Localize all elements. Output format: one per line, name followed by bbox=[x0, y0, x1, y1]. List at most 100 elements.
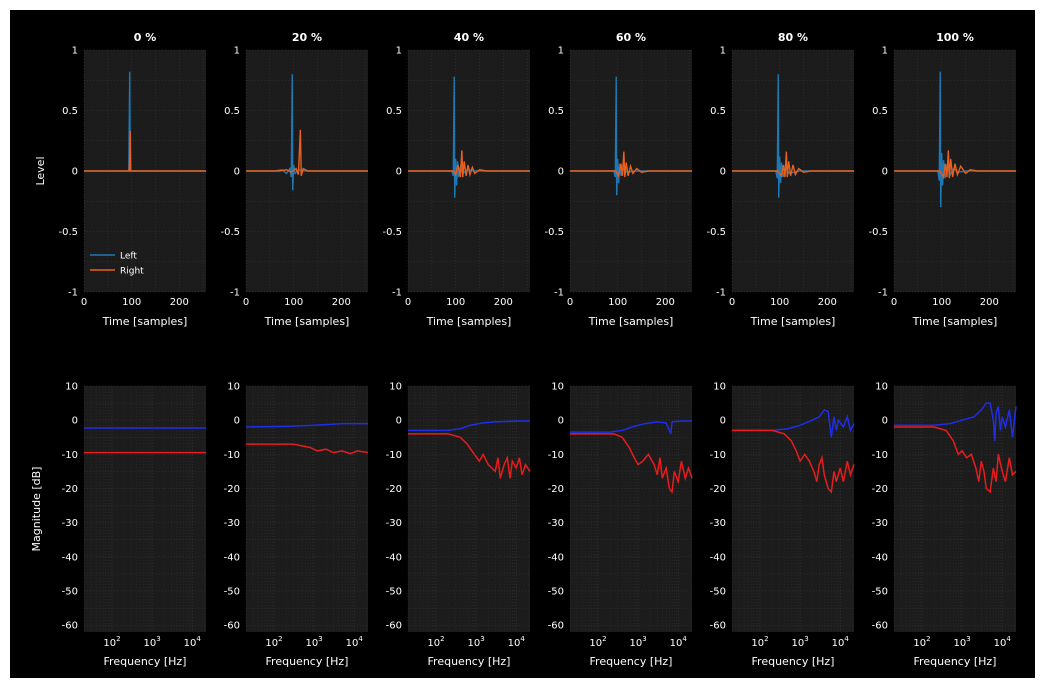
x-axis-label: Time [samples] bbox=[102, 315, 188, 328]
y-tick-label: 0 bbox=[396, 167, 402, 178]
series-right-impulse bbox=[732, 151, 854, 178]
x-tick-label: 102 bbox=[427, 635, 444, 649]
series-right-magnitude bbox=[246, 443, 369, 455]
y-tick-label: 10 bbox=[713, 382, 726, 393]
y-tick-label: 0.5 bbox=[548, 106, 564, 117]
x-tick-label: 102 bbox=[913, 635, 930, 649]
y-tick-label: -40 bbox=[386, 552, 402, 563]
y-tick-label: -30 bbox=[224, 518, 240, 529]
series-right-impulse bbox=[246, 129, 368, 177]
y-tick-label: 0 bbox=[234, 416, 240, 427]
x-tick-label: 104 bbox=[508, 635, 526, 649]
series-left-magnitude bbox=[245, 422, 368, 428]
magnitude-axes-1: 10 0 -10 -20 -30 -40 -50 -60 102 103 104 Frequency … bbox=[224, 382, 369, 668]
x-tick-label: 104 bbox=[832, 635, 850, 649]
series-right-impulse bbox=[84, 131, 206, 172]
y-tick-label: -20 bbox=[386, 484, 402, 495]
y-tick-label: -60 bbox=[872, 621, 888, 632]
y-tick-label: -1 bbox=[878, 288, 888, 299]
y-tick-label: 0.5 bbox=[224, 106, 240, 117]
y-tick-label: -50 bbox=[386, 587, 402, 598]
y-tick-label: 0 bbox=[234, 167, 240, 178]
y-tick-label: 10 bbox=[65, 382, 78, 393]
y-tick-label: -0.5 bbox=[220, 227, 240, 238]
x-tick-label: 102 bbox=[103, 635, 120, 649]
y-tick-label: 10 bbox=[389, 382, 402, 393]
y-tick-label: -1 bbox=[68, 288, 78, 299]
x-tick-label: 100 bbox=[770, 297, 789, 308]
column-title: 60 % bbox=[616, 31, 646, 44]
column-title: 80 % bbox=[778, 31, 808, 44]
x-tick-label: 104 bbox=[184, 635, 202, 649]
magnitude-plot-area bbox=[84, 386, 206, 632]
x-tick-label: 100 bbox=[932, 297, 951, 308]
magnitude-axes-2: 10 0 -10 -20 -30 -40 -50 -60 102 103 104 Frequency … bbox=[386, 382, 531, 668]
y-tick-label: -30 bbox=[710, 518, 726, 529]
y-tick-label: -40 bbox=[872, 552, 888, 563]
x-tick-label: 104 bbox=[346, 635, 364, 649]
y-tick-label: -60 bbox=[62, 621, 78, 632]
series-left-magnitude bbox=[732, 408, 855, 438]
x-tick-label: 0 bbox=[405, 297, 411, 308]
y-tick-label: -20 bbox=[224, 484, 240, 495]
series-left-magnitude bbox=[570, 420, 693, 435]
x-tick-label: 0 bbox=[567, 297, 573, 308]
y-tick-label: -10 bbox=[872, 450, 888, 461]
series-right-magnitude bbox=[894, 426, 1017, 494]
series-right-magnitude bbox=[408, 433, 531, 479]
y-tick-label: 0 bbox=[72, 416, 78, 427]
magnitude-axes-3: 10 0 -10 -20 -30 -40 -50 -60 102 103 104 Frequency … bbox=[548, 382, 693, 668]
y-tick-label: -1 bbox=[230, 288, 240, 299]
series-right-impulse bbox=[570, 151, 692, 178]
y-tick-label: -0.5 bbox=[544, 227, 564, 238]
y-tick-label: -1 bbox=[716, 288, 726, 299]
x-tick-label: 0 bbox=[729, 297, 735, 308]
y-tick-label: -10 bbox=[548, 450, 564, 461]
x-tick-label: 104 bbox=[670, 635, 688, 649]
column-title: 0 % bbox=[134, 31, 157, 44]
y-tick-label: -0.5 bbox=[382, 227, 402, 238]
y-tick-label: 0.5 bbox=[710, 106, 726, 117]
x-tick-label: 200 bbox=[494, 297, 513, 308]
y-tick-label: -40 bbox=[224, 552, 240, 563]
magnitude-axes-5: 10 0 -10 -20 -30 -40 -50 -60 102 103 104 Frequency … bbox=[872, 382, 1017, 668]
x-tick-label: 103 bbox=[468, 635, 485, 649]
y-tick-label: -1 bbox=[392, 288, 402, 299]
y-tick-label: 0 bbox=[882, 416, 888, 427]
y-tick-label: -60 bbox=[224, 621, 240, 632]
y-tick-label: -0.5 bbox=[868, 227, 888, 238]
y-tick-label: 1 bbox=[720, 46, 726, 57]
x-tick-label: 103 bbox=[144, 635, 161, 649]
y-tick-label: -40 bbox=[548, 552, 564, 563]
y-tick-label: -10 bbox=[224, 450, 240, 461]
impulse-y-axis-label: Level bbox=[34, 156, 47, 185]
y-tick-label: 0.5 bbox=[62, 106, 78, 117]
y-tick-label: 0 bbox=[72, 167, 78, 178]
x-axis-label: Time [samples] bbox=[912, 315, 998, 328]
x-tick-label: 0 bbox=[243, 297, 249, 308]
x-tick-label: 200 bbox=[980, 297, 999, 308]
x-tick-label: 102 bbox=[589, 635, 606, 649]
y-tick-label: 0 bbox=[882, 167, 888, 178]
y-tick-label: 1 bbox=[558, 46, 564, 57]
magnitude-plot-area bbox=[408, 386, 530, 632]
y-tick-label: -20 bbox=[62, 484, 78, 495]
x-tick-label: 104 bbox=[994, 635, 1012, 649]
x-axis-label: Time [samples] bbox=[750, 315, 836, 328]
y-tick-label: -0.5 bbox=[706, 227, 726, 238]
x-tick-label: 100 bbox=[608, 297, 627, 308]
x-axis-label: Frequency [Hz] bbox=[590, 655, 673, 668]
y-tick-label: -50 bbox=[872, 587, 888, 598]
y-tick-label: -50 bbox=[224, 587, 240, 598]
legend-label: Left bbox=[120, 252, 137, 262]
series-right-impulse bbox=[408, 150, 530, 178]
series-left-magnitude bbox=[894, 402, 1017, 441]
x-tick-label: 200 bbox=[656, 297, 675, 308]
y-tick-label: 0 bbox=[720, 416, 726, 427]
y-tick-label: 1 bbox=[396, 46, 402, 57]
y-tick-label: 0.5 bbox=[872, 106, 888, 117]
column-title: 20 % bbox=[292, 31, 322, 44]
x-tick-label: 102 bbox=[751, 635, 768, 649]
